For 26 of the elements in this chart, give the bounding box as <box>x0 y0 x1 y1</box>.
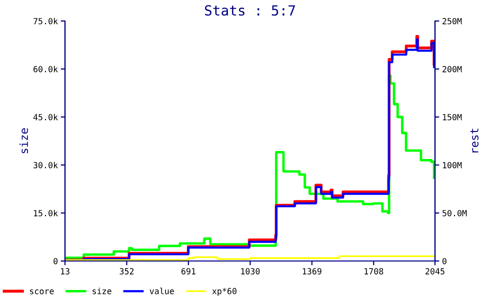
y-tick-label: 75.0k <box>34 18 58 24</box>
x-tick-label: 2045 <box>426 268 444 274</box>
y-tick-label: 60.0k <box>34 66 58 72</box>
chart-title: Stats : 5:7 <box>204 5 295 16</box>
x-tick-label: 1369 <box>302 268 322 274</box>
legend-label: score <box>30 289 54 294</box>
legend-label: xp*60 <box>212 288 236 296</box>
y2-axis-title: rest <box>470 128 478 152</box>
y-tick-label: 45.0k <box>33 114 58 120</box>
y-tick-label: 0 <box>54 258 58 264</box>
y2-tick-label: 50.0M <box>442 210 467 216</box>
y-axis-title: size <box>19 128 28 154</box>
y-tick-label: 30.0k <box>34 162 58 168</box>
legend-label: value <box>150 288 174 294</box>
x-tick-label: 1708 <box>364 268 384 274</box>
x-tick-label: 691 <box>181 268 196 274</box>
x-tick-label: 13 <box>60 268 70 274</box>
y2-tick-label: 250M <box>442 18 462 24</box>
y2-tick-label: 100M <box>442 162 462 168</box>
x-tick-label: 352 <box>120 268 134 274</box>
y2-tick-label: 200M <box>442 66 462 72</box>
y-tick-label: 15.0k <box>34 210 58 216</box>
y2-tick-label: 150M <box>442 114 462 120</box>
y2-tick-label: 0 <box>442 258 446 264</box>
x-tick-label: 1030 <box>241 268 260 274</box>
legend-label: size <box>92 288 112 294</box>
